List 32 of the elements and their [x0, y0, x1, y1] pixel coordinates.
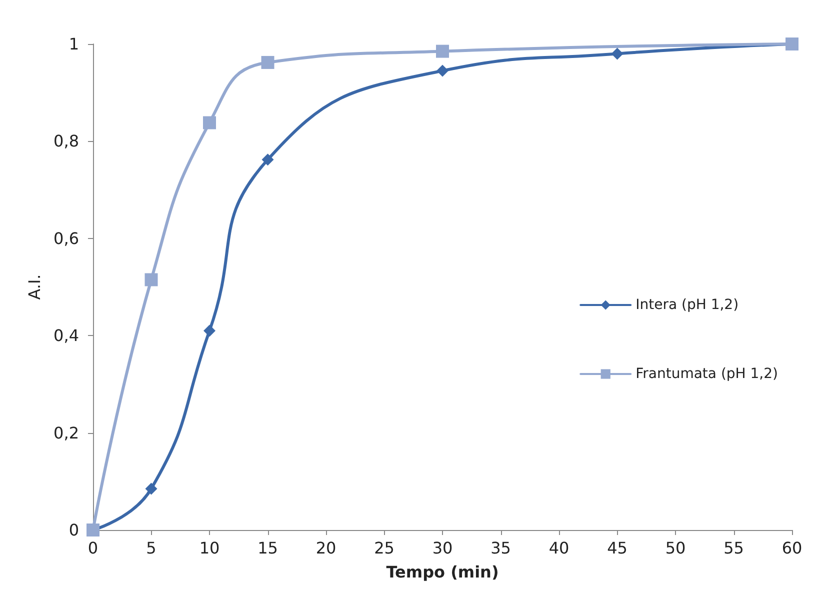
- point: [204, 324, 216, 337]
- point: [144, 273, 158, 286]
- point: [436, 44, 449, 58]
- y-tick-label: 0,6: [54, 228, 79, 248]
- x-tick-label: 20: [316, 538, 336, 558]
- y-axis-title: A.I.: [25, 274, 44, 300]
- y-tick-label: 1: [68, 34, 79, 54]
- y-tick-label: 0: [68, 520, 79, 540]
- legend-label: Frantumata (pH 1,2): [636, 366, 778, 382]
- x-tick-label: 15: [258, 538, 278, 558]
- y-tick-label: 0,4: [54, 326, 79, 346]
- x-tick-label: 30: [432, 538, 453, 558]
- point: [262, 154, 274, 166]
- point: [145, 482, 158, 495]
- x-tick-label: 35: [490, 538, 511, 558]
- x-tick-label: 55: [724, 538, 744, 558]
- x-tick-label: 5: [146, 538, 156, 558]
- point: [261, 56, 274, 69]
- point: [203, 116, 216, 130]
- y-tick-label: 0,8: [54, 132, 79, 151]
- legend-label: Intera (pH 1,2): [636, 297, 739, 313]
- x-tick-label: 0: [88, 538, 98, 558]
- y-tick-label: 0,2: [54, 423, 79, 442]
- x-tick-label: 60: [782, 538, 802, 558]
- x-tick-label: 45: [607, 538, 628, 558]
- point: [611, 48, 624, 60]
- point: [436, 64, 448, 77]
- x-tick-label: 50: [665, 538, 686, 558]
- x-axis-title: Tempo (min): [386, 562, 499, 582]
- x-tick-label: 10: [199, 538, 220, 558]
- x-tick-label: 40: [548, 538, 570, 558]
- x-tick-label: 25: [374, 538, 394, 558]
